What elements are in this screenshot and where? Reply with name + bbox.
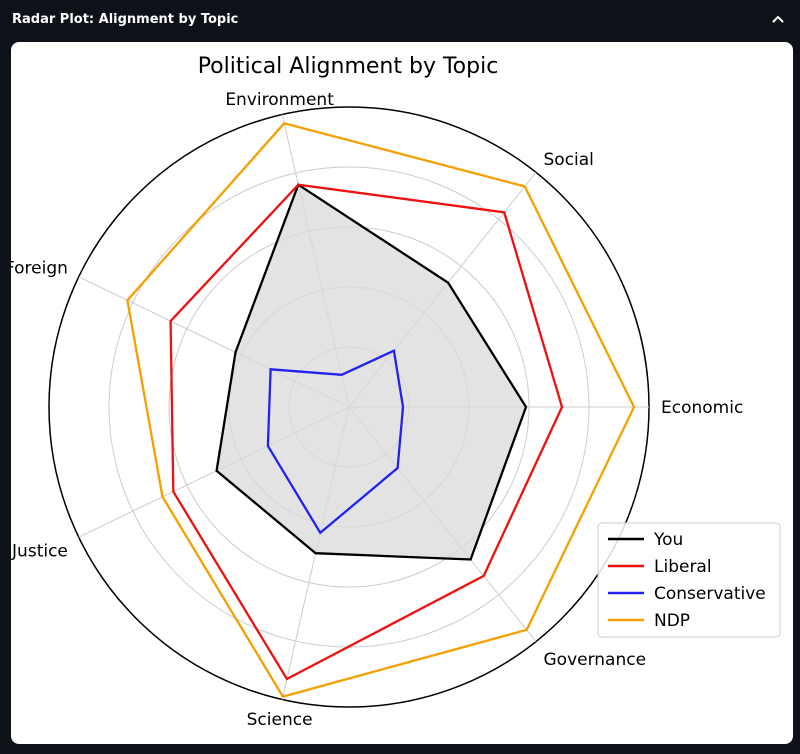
chart-title: Political Alignment by Topic <box>198 54 499 79</box>
category-label-economic: Economic <box>661 398 743 418</box>
legend-label: NDP <box>654 611 690 631</box>
chevron-up-icon <box>772 16 784 23</box>
legend-box <box>597 522 781 638</box>
legend: You Liberal Conservative NDP <box>597 522 781 638</box>
series-ndp <box>126 122 636 698</box>
series-you <box>215 182 528 561</box>
legend-label: You <box>653 530 683 550</box>
legend-label: Conservative <box>654 584 766 604</box>
chart-card: Political Alignment by Topic Economic Soc… <box>11 42 793 744</box>
series-liberal <box>169 183 564 681</box>
panel-title: Radar Plot: Alignment by Topic <box>12 11 239 27</box>
series-conservative <box>266 349 405 535</box>
category-label-environment: Environment <box>225 90 334 110</box>
collapse-button[interactable] <box>768 9 788 29</box>
radar-chart: Political Alignment by Topic Economic Soc… <box>11 54 781 730</box>
panel-header: Radar Plot: Alignment by Topic <box>0 0 800 38</box>
legend-label: Liberal <box>654 557 712 577</box>
category-label-social: Social <box>544 150 594 170</box>
category-label-foreign: Foreign <box>11 259 68 279</box>
category-label-justice: Justice <box>11 541 68 561</box>
category-label-governance: Governance <box>544 650 647 670</box>
category-label-science: Science <box>247 710 313 730</box>
